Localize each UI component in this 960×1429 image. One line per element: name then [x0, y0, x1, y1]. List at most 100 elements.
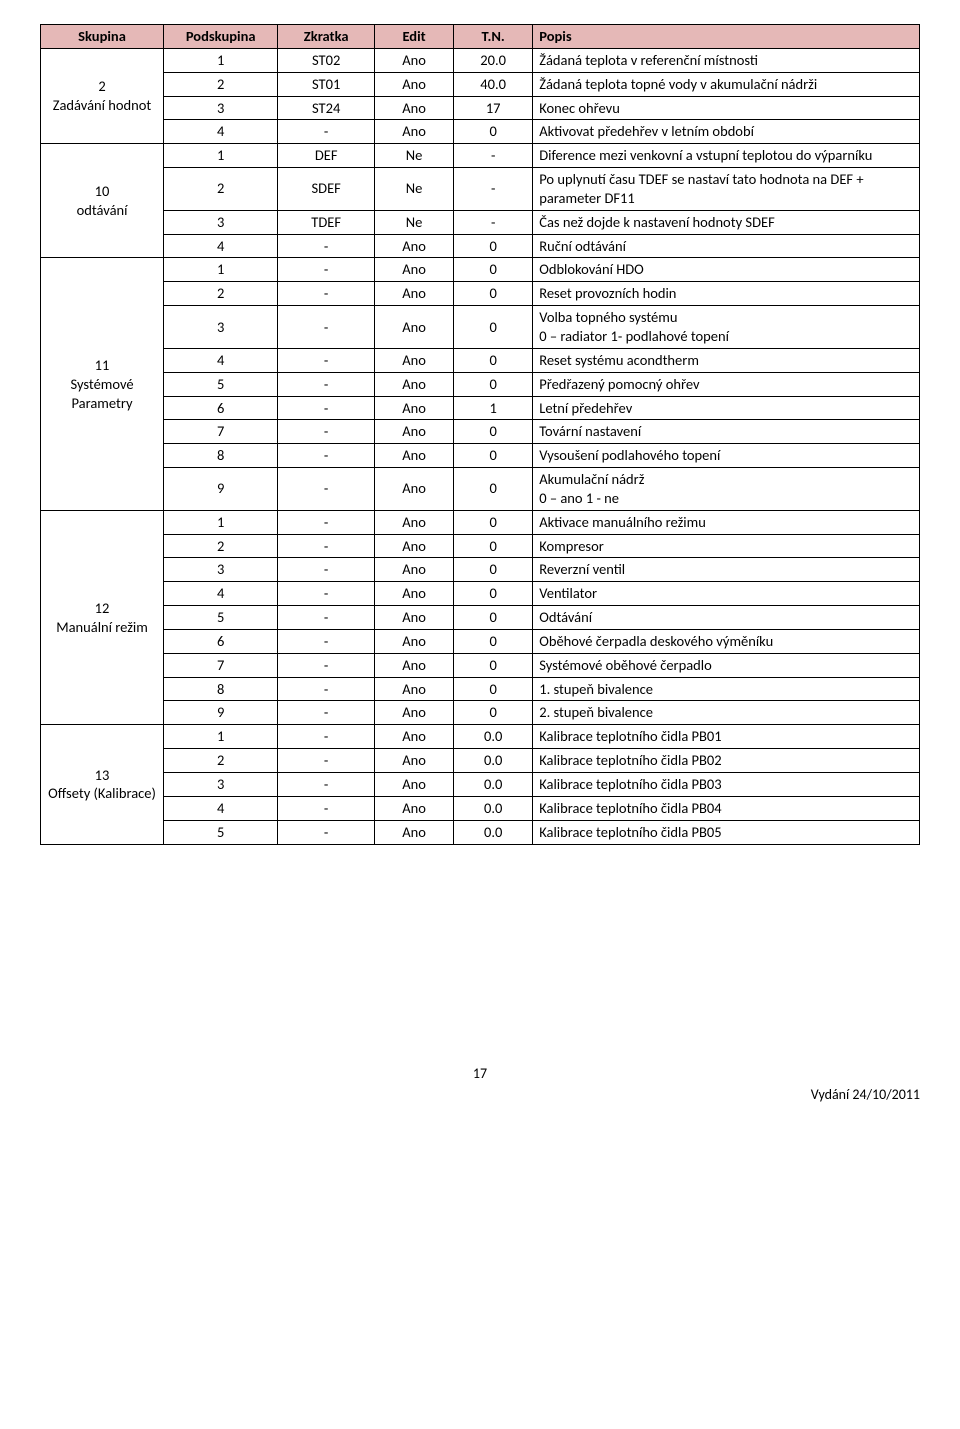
- cell-tn: 0: [454, 582, 533, 606]
- table-row: 11 Systémové Parametry1-Ano0Odblokování …: [41, 258, 920, 282]
- cell-edit: Ano: [375, 120, 454, 144]
- cell-popis: 1. stupeň bivalence: [533, 677, 920, 701]
- cell-popis: Volba topného systému 0 – radiator 1- po…: [533, 306, 920, 349]
- group-cell: 2 Zadávání hodnot: [41, 48, 164, 143]
- cell-popis: Kalibrace teplotního čidla PB05: [533, 820, 920, 844]
- table-header-row: Skupina Podskupina Zkratka Edit T.N. Pop…: [41, 25, 920, 49]
- table-row: 5-Ano0Odtávání: [41, 606, 920, 630]
- cell-zkratka: -: [278, 348, 375, 372]
- table-row: 4-Ano0.0Kalibrace teplotního čidla PB04: [41, 796, 920, 820]
- table-row: 2ST01Ano40.0Žádaná teplota topné vody v …: [41, 72, 920, 96]
- cell-tn: 0: [454, 510, 533, 534]
- cell-tn: 0: [454, 534, 533, 558]
- cell-zkratka: -: [278, 534, 375, 558]
- cell-zkratka: -: [278, 773, 375, 797]
- cell-tn: 0: [454, 629, 533, 653]
- cell-podskupina: 1: [164, 258, 278, 282]
- cell-popis: Po uplynutí času TDEF se nastaví tato ho…: [533, 168, 920, 211]
- cell-podskupina: 2: [164, 282, 278, 306]
- cell-popis: 2. stupeň bivalence: [533, 701, 920, 725]
- cell-zkratka: -: [278, 234, 375, 258]
- cell-edit: Ano: [375, 258, 454, 282]
- cell-zkratka: -: [278, 749, 375, 773]
- cell-tn: 0: [454, 653, 533, 677]
- cell-tn: 0.0: [454, 773, 533, 797]
- cell-tn: 0: [454, 258, 533, 282]
- cell-zkratka: -: [278, 306, 375, 349]
- cell-popis: Diference mezi venkovní a vstupní teplot…: [533, 144, 920, 168]
- cell-podskupina: 2: [164, 168, 278, 211]
- table-row: 4-Ano0Ventilator: [41, 582, 920, 606]
- cell-edit: Ano: [375, 444, 454, 468]
- cell-podskupina: 9: [164, 468, 278, 511]
- cell-podskupina: 6: [164, 396, 278, 420]
- cell-tn: 0: [454, 282, 533, 306]
- cell-zkratka: -: [278, 510, 375, 534]
- cell-edit: Ano: [375, 48, 454, 72]
- cell-zkratka: ST02: [278, 48, 375, 72]
- cell-podskupina: 9: [164, 701, 278, 725]
- cell-podskupina: 3: [164, 96, 278, 120]
- cell-zkratka: -: [278, 653, 375, 677]
- table-row: 3-Ano0Volba topného systému 0 – radiator…: [41, 306, 920, 349]
- cell-zkratka: -: [278, 120, 375, 144]
- cell-podskupina: 5: [164, 372, 278, 396]
- cell-edit: Ano: [375, 677, 454, 701]
- cell-tn: 0: [454, 120, 533, 144]
- table-row: 7-Ano0Systémové oběhové čerpadlo: [41, 653, 920, 677]
- cell-zkratka: -: [278, 606, 375, 630]
- page-footer: 17 Vydání 24/10/2011: [40, 1065, 920, 1103]
- cell-zkratka: -: [278, 444, 375, 468]
- cell-popis: Odblokování HDO: [533, 258, 920, 282]
- cell-edit: Ano: [375, 820, 454, 844]
- col-edit: Edit: [375, 25, 454, 49]
- cell-edit: Ano: [375, 749, 454, 773]
- cell-zkratka: -: [278, 677, 375, 701]
- table-row: 4-Ano0Aktivovat předehřev v letním obdob…: [41, 120, 920, 144]
- col-skupina: Skupina: [41, 25, 164, 49]
- cell-podskupina: 4: [164, 582, 278, 606]
- cell-edit: Ano: [375, 282, 454, 306]
- table-row: 10 odtávání1DEFNe-Diference mezi venkovn…: [41, 144, 920, 168]
- cell-podskupina: 2: [164, 749, 278, 773]
- cell-tn: 0: [454, 558, 533, 582]
- cell-zkratka: -: [278, 420, 375, 444]
- cell-popis: Žádaná teplota v referenční místnosti: [533, 48, 920, 72]
- table-row: 2-Ano0Kompresor: [41, 534, 920, 558]
- cell-popis: Žádaná teplota topné vody v akumulační n…: [533, 72, 920, 96]
- cell-popis: Kalibrace teplotního čidla PB02: [533, 749, 920, 773]
- cell-zkratka: -: [278, 558, 375, 582]
- cell-popis: Konec ohřevu: [533, 96, 920, 120]
- cell-podskupina: 2: [164, 72, 278, 96]
- cell-popis: Reset provozních hodin: [533, 282, 920, 306]
- cell-tn: 0.0: [454, 796, 533, 820]
- cell-edit: Ano: [375, 96, 454, 120]
- cell-podskupina: 1: [164, 510, 278, 534]
- cell-podskupina: 2: [164, 534, 278, 558]
- cell-tn: -: [454, 168, 533, 211]
- cell-podskupina: 1: [164, 144, 278, 168]
- cell-tn: 20.0: [454, 48, 533, 72]
- table-row: 3-Ano0.0Kalibrace teplotního čidla PB03: [41, 773, 920, 797]
- cell-tn: 0.0: [454, 749, 533, 773]
- cell-popis: Ventilator: [533, 582, 920, 606]
- cell-tn: 0.0: [454, 820, 533, 844]
- cell-tn: -: [454, 144, 533, 168]
- col-tn: T.N.: [454, 25, 533, 49]
- table-row: 8-Ano01. stupeň bivalence: [41, 677, 920, 701]
- cell-edit: Ano: [375, 653, 454, 677]
- issue-date: Vydání 24/10/2011: [40, 1086, 920, 1103]
- cell-edit: Ano: [375, 234, 454, 258]
- cell-edit: Ano: [375, 558, 454, 582]
- cell-popis: Kalibrace teplotního čidla PB03: [533, 773, 920, 797]
- cell-podskupina: 3: [164, 773, 278, 797]
- cell-zkratka: ST24: [278, 96, 375, 120]
- cell-edit: Ano: [375, 420, 454, 444]
- cell-popis: Kompresor: [533, 534, 920, 558]
- table-row: 5-Ano0Předřazený pomocný ohřev: [41, 372, 920, 396]
- cell-edit: Ano: [375, 701, 454, 725]
- cell-tn: 0.0: [454, 725, 533, 749]
- cell-tn: 0: [454, 701, 533, 725]
- table-row: 2 Zadávání hodnot1ST02Ano20.0Žádaná tepl…: [41, 48, 920, 72]
- cell-zkratka: -: [278, 796, 375, 820]
